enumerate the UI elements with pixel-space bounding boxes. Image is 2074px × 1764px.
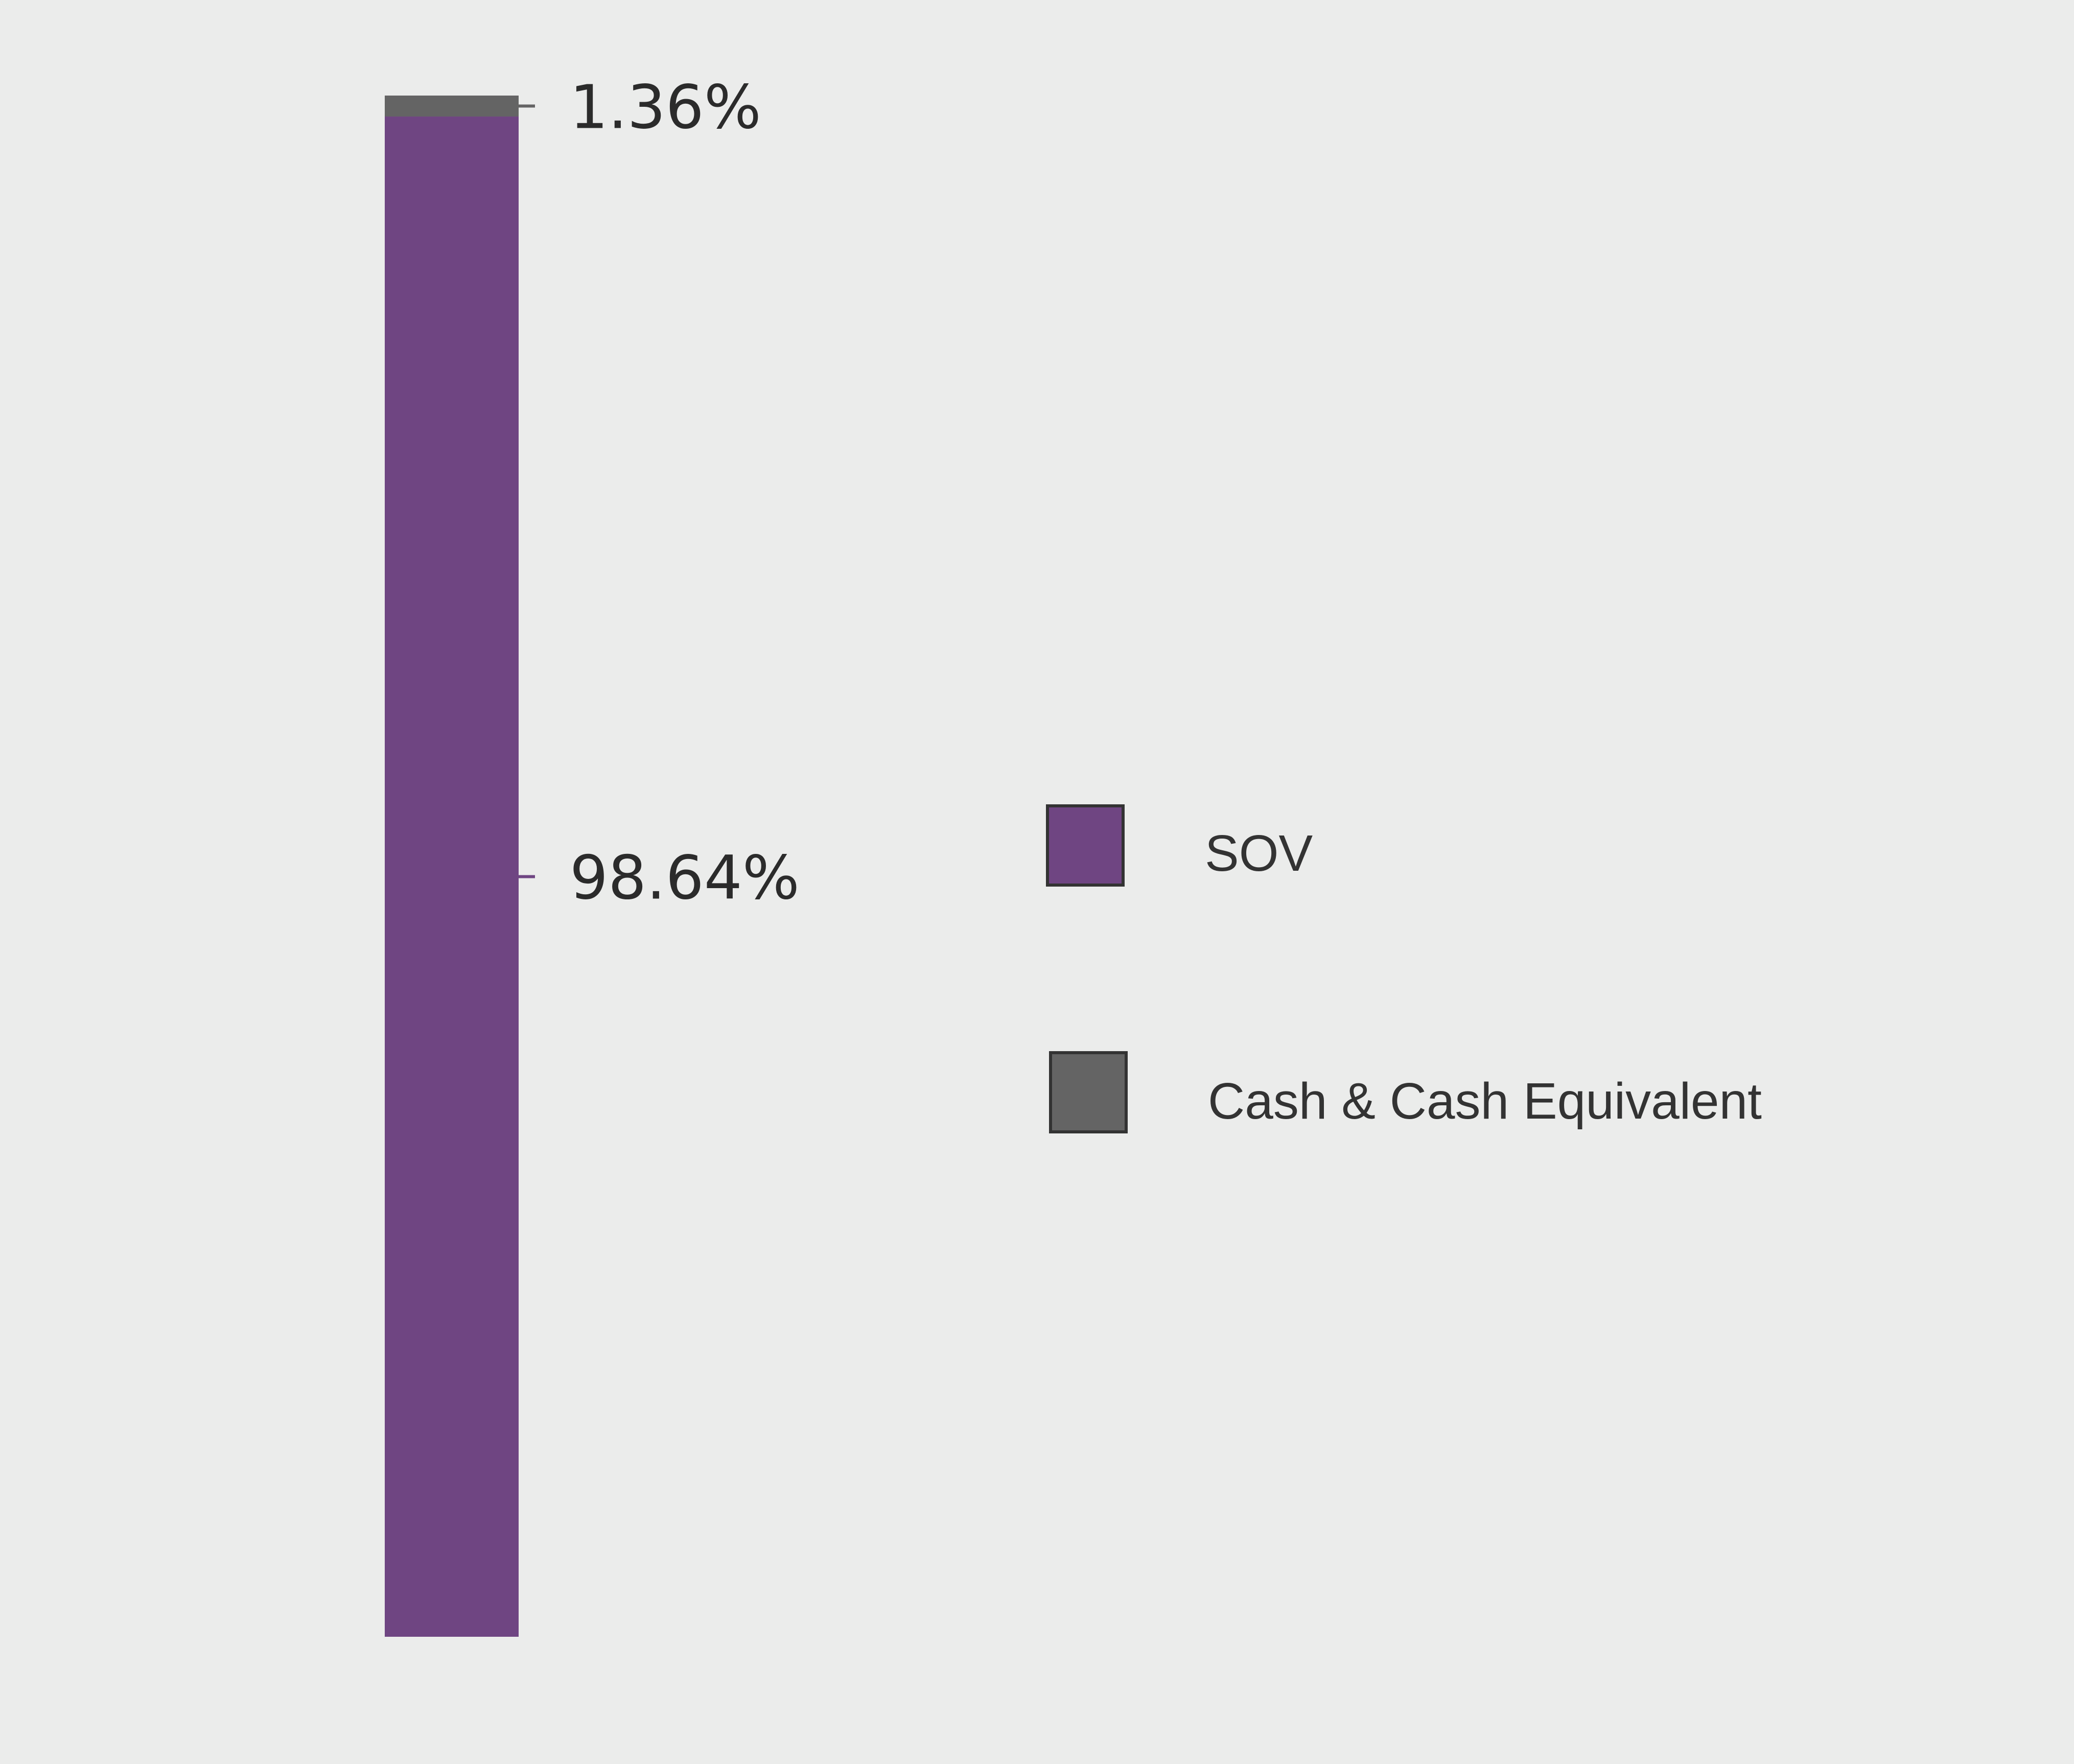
bar-segment-cash	[385, 96, 519, 117]
data-label-sov: 98.64%	[570, 843, 800, 913]
stacked-bar-group	[385, 96, 519, 1637]
legend-item-cash: Cash & Cash Equivalent	[1049, 1051, 1762, 1133]
legend-label-sov: SOV	[1205, 825, 1313, 882]
legend: SOV Cash & Cash Equivalent	[1046, 804, 1762, 1133]
data-label-cash: 1.36%	[570, 72, 761, 143]
legend-swatch-sov	[1046, 804, 1125, 887]
legend-item-sov: SOV	[1046, 804, 1313, 887]
bar-segment-sov	[385, 117, 519, 1637]
legend-swatch-cash	[1049, 1051, 1128, 1133]
legend-label-cash: Cash & Cash Equivalent	[1208, 1073, 1762, 1130]
data-label-group: 98.64% 1.36%	[519, 72, 800, 913]
